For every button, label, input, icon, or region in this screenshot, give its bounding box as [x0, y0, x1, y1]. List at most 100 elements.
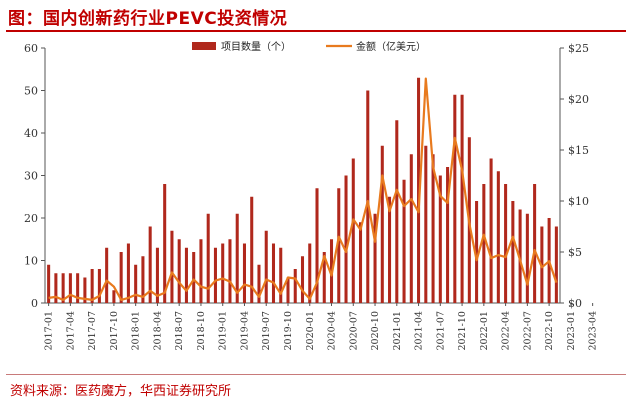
bar [525, 213, 529, 303]
bar [554, 226, 558, 303]
right-tick-label: $25 [568, 42, 589, 55]
amount-line [48, 77, 558, 301]
x-tick-label: 2020-04 [327, 311, 338, 350]
bar [235, 213, 239, 303]
legend: 项目数量（个） 金额（亿美元） [192, 40, 426, 53]
bar [279, 247, 283, 303]
bar [47, 264, 51, 303]
x-tick-label: 2017-04 [65, 311, 76, 350]
bar [409, 154, 413, 303]
bar [344, 175, 348, 303]
bar [155, 247, 159, 303]
bar [192, 252, 196, 303]
bar [308, 243, 312, 303]
right-tick-label: $0 [568, 297, 582, 310]
bar [388, 196, 392, 303]
bar [337, 188, 341, 303]
bar [134, 264, 138, 303]
chart-title: 图：国内创新药行业PEVC投资情况 [8, 9, 288, 29]
bar [496, 171, 500, 303]
x-tick-label: 2019-01 [218, 311, 229, 350]
bar [76, 273, 80, 303]
bar [438, 175, 442, 303]
source-rule [6, 374, 626, 375]
left-tick-label: 50 [24, 85, 38, 98]
bar [380, 145, 384, 303]
bar [126, 243, 130, 303]
bar [184, 247, 188, 303]
bar [511, 201, 515, 303]
x-tick-label: 2018-04 [152, 311, 163, 350]
bar [489, 158, 493, 303]
right-tick-label: $10 [568, 195, 589, 208]
x-tick-label: 2021-10 [457, 311, 468, 350]
bar [177, 239, 181, 303]
x-tick-label: 2018-01 [131, 311, 142, 350]
bar [119, 252, 123, 303]
bar [90, 269, 94, 303]
bar [112, 290, 116, 303]
line-series [48, 77, 558, 301]
x-tick-label: 2021-01 [392, 311, 403, 350]
bar [460, 94, 464, 303]
bar [68, 273, 72, 303]
bar [199, 239, 203, 303]
x-tick-label: 2019-07 [261, 311, 272, 350]
bar [359, 222, 363, 303]
bar [533, 184, 537, 303]
left-tick-label: 40 [24, 127, 38, 140]
bar [395, 120, 399, 303]
left-tick-label: 30 [24, 170, 38, 183]
bar [83, 277, 87, 303]
bar [373, 213, 377, 303]
bar [453, 94, 457, 303]
bar [402, 179, 406, 303]
bar [431, 154, 435, 303]
x-tick-label: 2020-10 [370, 311, 381, 350]
x-tick-label: 2019-04 [239, 311, 250, 350]
bar [300, 256, 305, 303]
legend-label-bar: 项目数量（个） [221, 40, 291, 53]
bar [293, 269, 297, 303]
bar [250, 196, 254, 303]
x-tick-label: 2023-01 [566, 311, 577, 350]
bar [221, 243, 225, 303]
left-tick-label: 20 [24, 212, 38, 225]
x-tick-label: 2017-01 [44, 311, 55, 350]
x-tick-label: 2022-04 [501, 311, 512, 350]
bar-series [47, 77, 558, 303]
bar [271, 243, 276, 303]
bar [141, 256, 145, 303]
bar [315, 188, 319, 303]
x-tick-label: 2023-04 [588, 311, 599, 350]
x-tick-label: 2018-07 [174, 311, 185, 350]
x-tick-label: 2017-07 [87, 311, 98, 350]
bar [286, 277, 290, 303]
bar [475, 201, 479, 303]
x-tick-label: 2020-07 [348, 311, 359, 350]
tick-labels: 0 10 20 30 40 50 60 $0 $5 $10 $15 $20 $25 2017-01 2017… [24, 42, 599, 350]
left-tick-label: 10 [24, 255, 38, 268]
legend-swatch-bar [192, 42, 216, 50]
bar [257, 264, 261, 303]
x-tick-label: 2018-10 [196, 311, 207, 350]
bar [148, 226, 152, 303]
legend-label-line: 金额（亿美元） [356, 40, 426, 53]
bar [61, 273, 65, 303]
bar [518, 209, 522, 303]
x-tick-label: 2020-01 [305, 311, 316, 350]
bar [446, 167, 450, 303]
bar [264, 230, 268, 303]
left-tick-label: 60 [24, 42, 38, 55]
x-tick-label: 2021-07 [435, 311, 446, 350]
bar [351, 158, 355, 303]
right-tick-label: $20 [568, 93, 589, 106]
source-note: 资料来源：医药魔方，华西证券研究所 [10, 384, 232, 399]
bar [228, 239, 232, 303]
bar [366, 90, 370, 303]
x-tick-label: 2022-07 [522, 311, 533, 350]
left-tick-label: 0 [31, 297, 38, 310]
x-tick-label: 2022-01 [479, 311, 490, 350]
x-tick-label: 2022-10 [544, 311, 555, 350]
combo-chart: 0 10 20 30 40 50 60 $0 $5 $10 $15 $20 $25 2017-01 2017… [24, 40, 599, 350]
